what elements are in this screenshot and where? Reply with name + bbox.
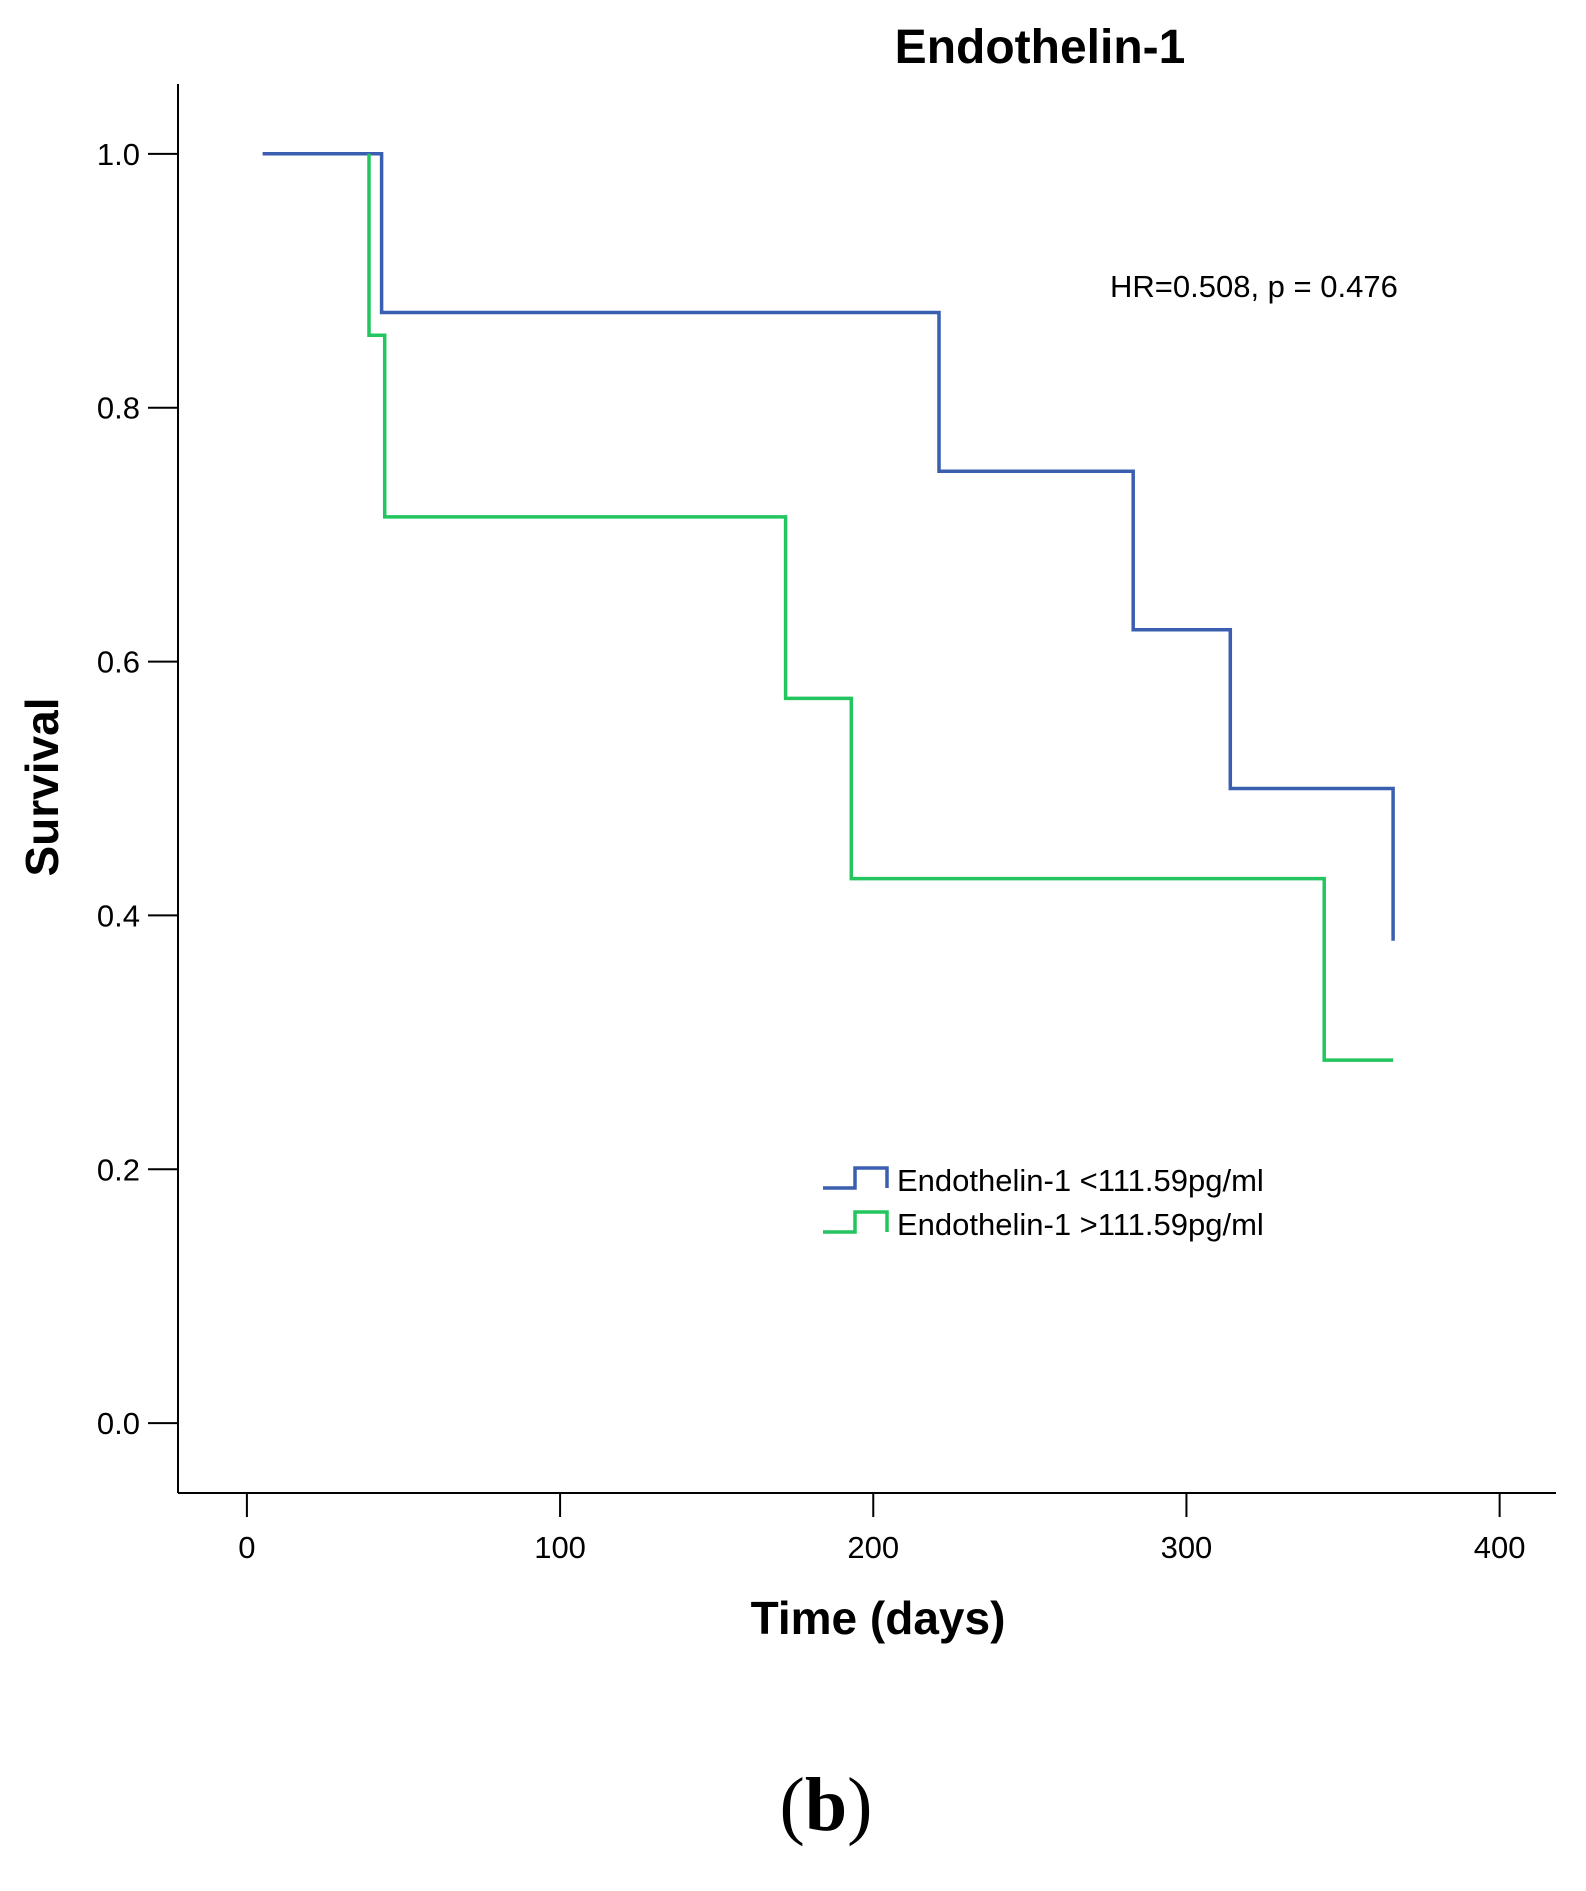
hr-annotation: HR=0.508, p = 0.476 [1110, 269, 1398, 304]
x-axis-ticks: 0 100 200 300 400 [238, 1493, 1525, 1565]
panel-label-open: ( [780, 1763, 805, 1847]
panel-label-close: ) [847, 1763, 872, 1847]
y-tick-label: 0.4 [97, 898, 140, 933]
y-tick-label: 0.8 [97, 391, 140, 426]
x-tick-label: 0 [238, 1530, 255, 1565]
legend-symbol-2 [823, 1210, 889, 1234]
x-tick-label: 400 [1474, 1530, 1526, 1565]
legend-symbol-1 [823, 1166, 889, 1190]
axes [177, 84, 1556, 1494]
y-axis-label: Survival [16, 698, 68, 877]
survival-curves [262, 152, 1395, 1062]
legend-label-1: Endothelin-1 <111.59pg/ml [897, 1163, 1264, 1198]
y-tick-label: 1.0 [97, 137, 140, 172]
y-tick-label: 0.2 [97, 1152, 140, 1187]
legend: Endothelin-1 <111.59pg/ml Endothelin-1 >1… [823, 1163, 1264, 1242]
series-line-1 [262, 152, 1395, 941]
panel-label: (b) [780, 1763, 873, 1847]
series-line-2 [367, 153, 1394, 1062]
panel-label-letter: b [805, 1763, 847, 1847]
x-tick-label: 200 [847, 1530, 899, 1565]
x-tick-label: 300 [1161, 1530, 1213, 1565]
x-axis-label: Time (days) [751, 1592, 1006, 1644]
y-tick-label: 0.0 [97, 1406, 140, 1441]
legend-label-2: Endothelin-1 >111.59pg/ml [897, 1207, 1264, 1242]
chart-title: Endothelin-1 [895, 21, 1186, 74]
x-tick-label: 100 [534, 1530, 586, 1565]
y-tick-label: 0.6 [97, 645, 140, 680]
y-axis-ticks: 0.0 0.2 0.4 0.6 0.8 1.0 [97, 137, 178, 1441]
